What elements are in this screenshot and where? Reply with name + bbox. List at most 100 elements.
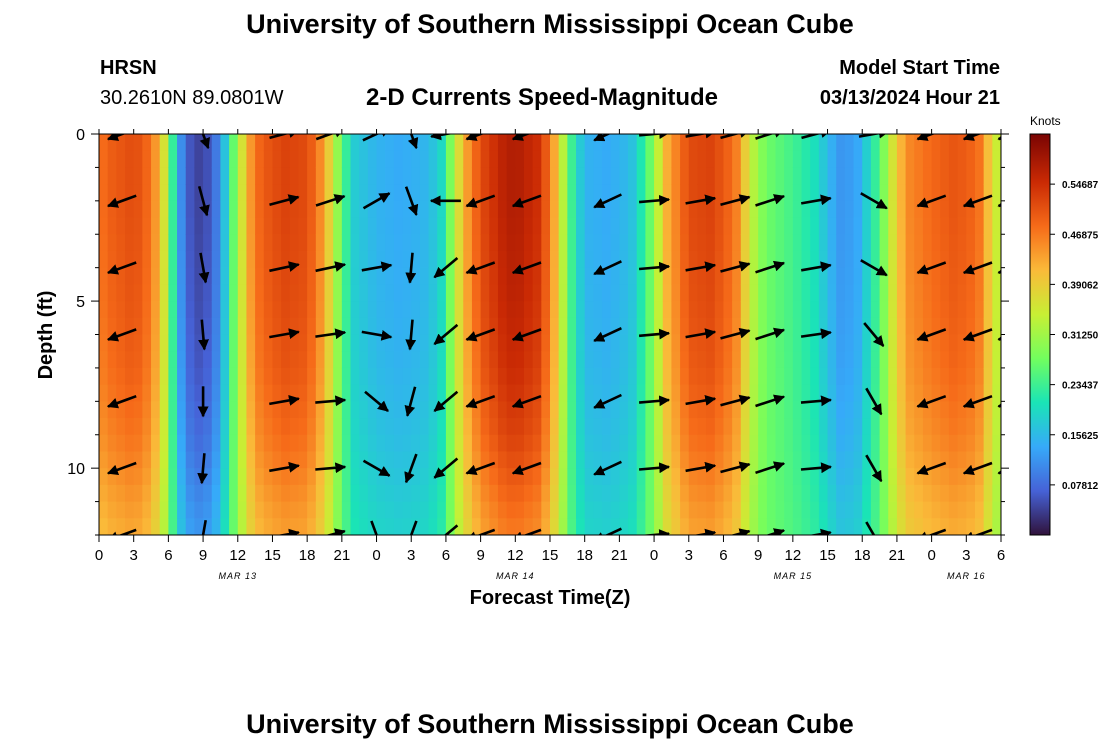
heat-cell: [246, 217, 256, 235]
heat-cell: [211, 317, 222, 336]
heat-cell: [810, 367, 820, 386]
heat-cell: [211, 150, 222, 169]
heat-cell: [784, 367, 794, 386]
heat-cell: [168, 250, 178, 269]
heat-cell: [740, 250, 751, 269]
heat-cell: [445, 167, 456, 185]
heat-cell: [602, 301, 612, 319]
heat-cell: [602, 250, 612, 269]
heat-cell: [914, 301, 924, 319]
heat-cell: [888, 301, 898, 319]
heat-cell: [758, 267, 768, 285]
heat-cell: [281, 301, 291, 319]
heat-cell: [177, 401, 187, 419]
heat-cell: [602, 167, 612, 185]
heat-cell: [263, 451, 274, 469]
current-arrow: [755, 327, 786, 341]
colorbar-tick-label: 0.39062: [1062, 280, 1099, 291]
heat-cell: [107, 234, 117, 252]
x-tick-label: 6: [442, 547, 450, 564]
heat-cell: [298, 317, 308, 336]
heat-cell: [723, 451, 733, 469]
heat-cell: [151, 167, 161, 185]
heat-cell: [706, 518, 716, 535]
heat-cell: [584, 184, 594, 202]
heat-cell: [116, 468, 126, 486]
heat-cell: [419, 334, 430, 352]
heat-cell: [393, 267, 404, 285]
heat-cell: [454, 518, 464, 535]
heat-cell: [749, 317, 759, 336]
heat-cell: [497, 418, 508, 436]
heat-cell: [896, 501, 907, 519]
heat-cell: [151, 134, 161, 152]
heat-cell: [367, 267, 378, 285]
heat-cell: [480, 334, 490, 352]
heat-cell: [836, 184, 846, 202]
heat-cell: [749, 150, 759, 169]
heat-cell: [298, 167, 308, 185]
heat-cell: [827, 150, 837, 169]
heat-cell: [558, 217, 568, 235]
heat-cell: [393, 301, 404, 319]
heat-cell: [645, 167, 655, 185]
heat-cell: [541, 468, 551, 486]
heat-cell: [220, 468, 230, 486]
heat-cell: [385, 150, 395, 169]
heat-cell: [281, 351, 291, 369]
heat-cell: [827, 434, 837, 453]
heat-cell: [497, 334, 508, 352]
heat-cell: [445, 518, 456, 535]
x-tick-label: 3: [685, 547, 693, 564]
heat-cell: [619, 468, 629, 486]
heat-cell: [766, 434, 777, 453]
x-tick-label: 21: [611, 547, 628, 564]
heat-cell: [931, 250, 941, 269]
heat-cell: [333, 434, 343, 453]
heat-cell: [836, 401, 846, 419]
heat-cell: [289, 418, 300, 436]
heat-cell: [307, 234, 317, 252]
heat-cell: [827, 134, 837, 152]
heat-cell: [393, 401, 404, 419]
heat-cell: [992, 518, 1001, 535]
heat-cell: [489, 284, 499, 302]
heat-cell: [680, 234, 690, 252]
heat-cell: [983, 434, 993, 453]
heat-cell: [159, 317, 169, 336]
heat-cell: [159, 418, 169, 436]
heat-cell: [584, 501, 594, 519]
heat-cell: [350, 284, 360, 302]
heat-cell: [497, 484, 508, 503]
heat-cell: [567, 250, 577, 269]
heat-cell: [654, 301, 664, 319]
heat-cell: [246, 150, 256, 169]
heat-cell: [966, 367, 976, 386]
heat-cell: [775, 200, 785, 219]
heat-cell: [723, 317, 733, 336]
heat-cell: [966, 518, 976, 535]
heat-cell: [151, 351, 161, 369]
heat-cell: [281, 418, 291, 436]
y-tick-label: 5: [76, 294, 85, 311]
heat-cell: [792, 267, 803, 285]
heat-cell: [151, 451, 161, 469]
heat-cell: [376, 501, 386, 519]
heat-cell: [723, 267, 733, 285]
heat-cell: [445, 334, 456, 352]
heat-cell: [957, 167, 967, 185]
heat-cell: [610, 351, 620, 369]
heat-cell: [784, 317, 794, 336]
heat-cell: [237, 317, 248, 336]
heat-cell: [966, 434, 976, 453]
heat-cell: [870, 484, 881, 503]
heat-cell: [506, 234, 516, 252]
heat-cell: [272, 484, 282, 503]
heat-cell: [775, 484, 785, 503]
heat-cell: [506, 484, 516, 503]
heat-cell: [454, 250, 464, 269]
heat-cell: [940, 418, 950, 436]
heat-cell: [151, 301, 161, 319]
heat-cell: [532, 150, 542, 169]
heat-cell: [732, 150, 742, 169]
